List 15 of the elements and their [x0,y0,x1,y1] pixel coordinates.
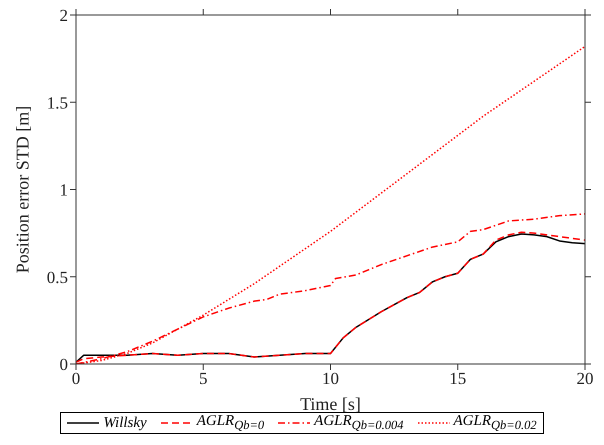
y-tick-label: 1 [60,180,68,200]
y-tick-label: 0 [60,355,68,374]
legend-label: Willsky [103,414,147,430]
legend-label: AGLR$_{Qb=0.004}$ [314,413,404,432]
y-tick-label: 0.5 [46,268,68,287]
x-tick-label: 5 [199,369,208,388]
x-tick-label: 10 [322,369,339,388]
x-tick-label: 15 [449,369,466,388]
y-tick-label: 2 [60,6,68,26]
legend-label: AGLR$_{Qb=0.02}$ [454,413,537,432]
x-tick-label: 20 [576,369,594,388]
legend-label: AGLR$_{Qb=0}$ [196,413,264,432]
y-axis-title: Position error STD [m] [12,106,32,274]
x-tick-label: 0 [72,369,80,388]
y-tick-label: 1.5 [46,93,68,112]
